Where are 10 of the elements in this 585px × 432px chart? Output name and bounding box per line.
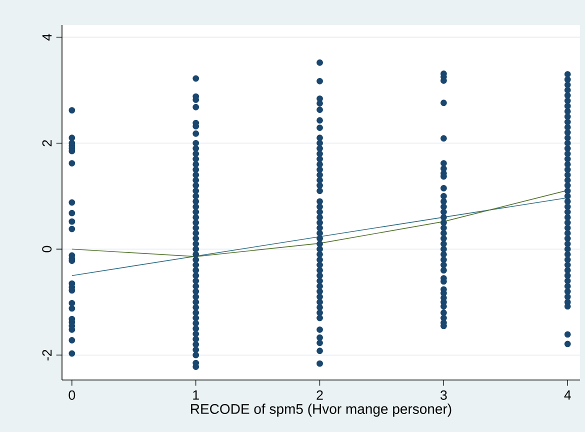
y-tick-label: 0 bbox=[42, 246, 52, 252]
x-tick-label: 1 bbox=[193, 390, 199, 400]
x-tick-label: 2 bbox=[316, 390, 323, 400]
x-tick-label: 4 bbox=[564, 390, 571, 400]
y-tick-label: -2 bbox=[42, 350, 52, 360]
x-tick-label: 0 bbox=[68, 390, 76, 400]
y-tick-label: 2 bbox=[42, 140, 52, 146]
x-tick-label: 3 bbox=[440, 390, 447, 400]
x-axis-title: RECODE of spm5 (Hvor mange personer) bbox=[191, 404, 452, 417]
y-tick-label: 4 bbox=[42, 34, 52, 41]
